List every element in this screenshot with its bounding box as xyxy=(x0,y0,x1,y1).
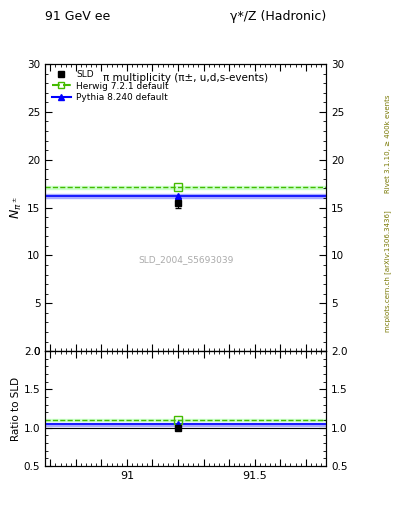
Text: SLD_2004_S5693039: SLD_2004_S5693039 xyxy=(138,254,233,264)
Text: 91 GeV ee: 91 GeV ee xyxy=(45,10,110,23)
Legend: SLD, Herwig 7.2.1 default, Pythia 8.240 default: SLD, Herwig 7.2.1 default, Pythia 8.240 … xyxy=(50,69,170,103)
Y-axis label: Ratio to SLD: Ratio to SLD xyxy=(11,376,21,440)
Text: γ*/Z (Hadronic): γ*/Z (Hadronic) xyxy=(230,10,326,23)
Y-axis label: $N_{\pi^\pm}$: $N_{\pi^\pm}$ xyxy=(9,196,24,219)
Text: Rivet 3.1.10, ≥ 400k events: Rivet 3.1.10, ≥ 400k events xyxy=(385,94,391,193)
Text: π multiplicity (π±, u,d,s-events): π multiplicity (π±, u,d,s-events) xyxy=(103,73,268,82)
Text: mcplots.cern.ch [arXiv:1306.3436]: mcplots.cern.ch [arXiv:1306.3436] xyxy=(384,210,391,332)
